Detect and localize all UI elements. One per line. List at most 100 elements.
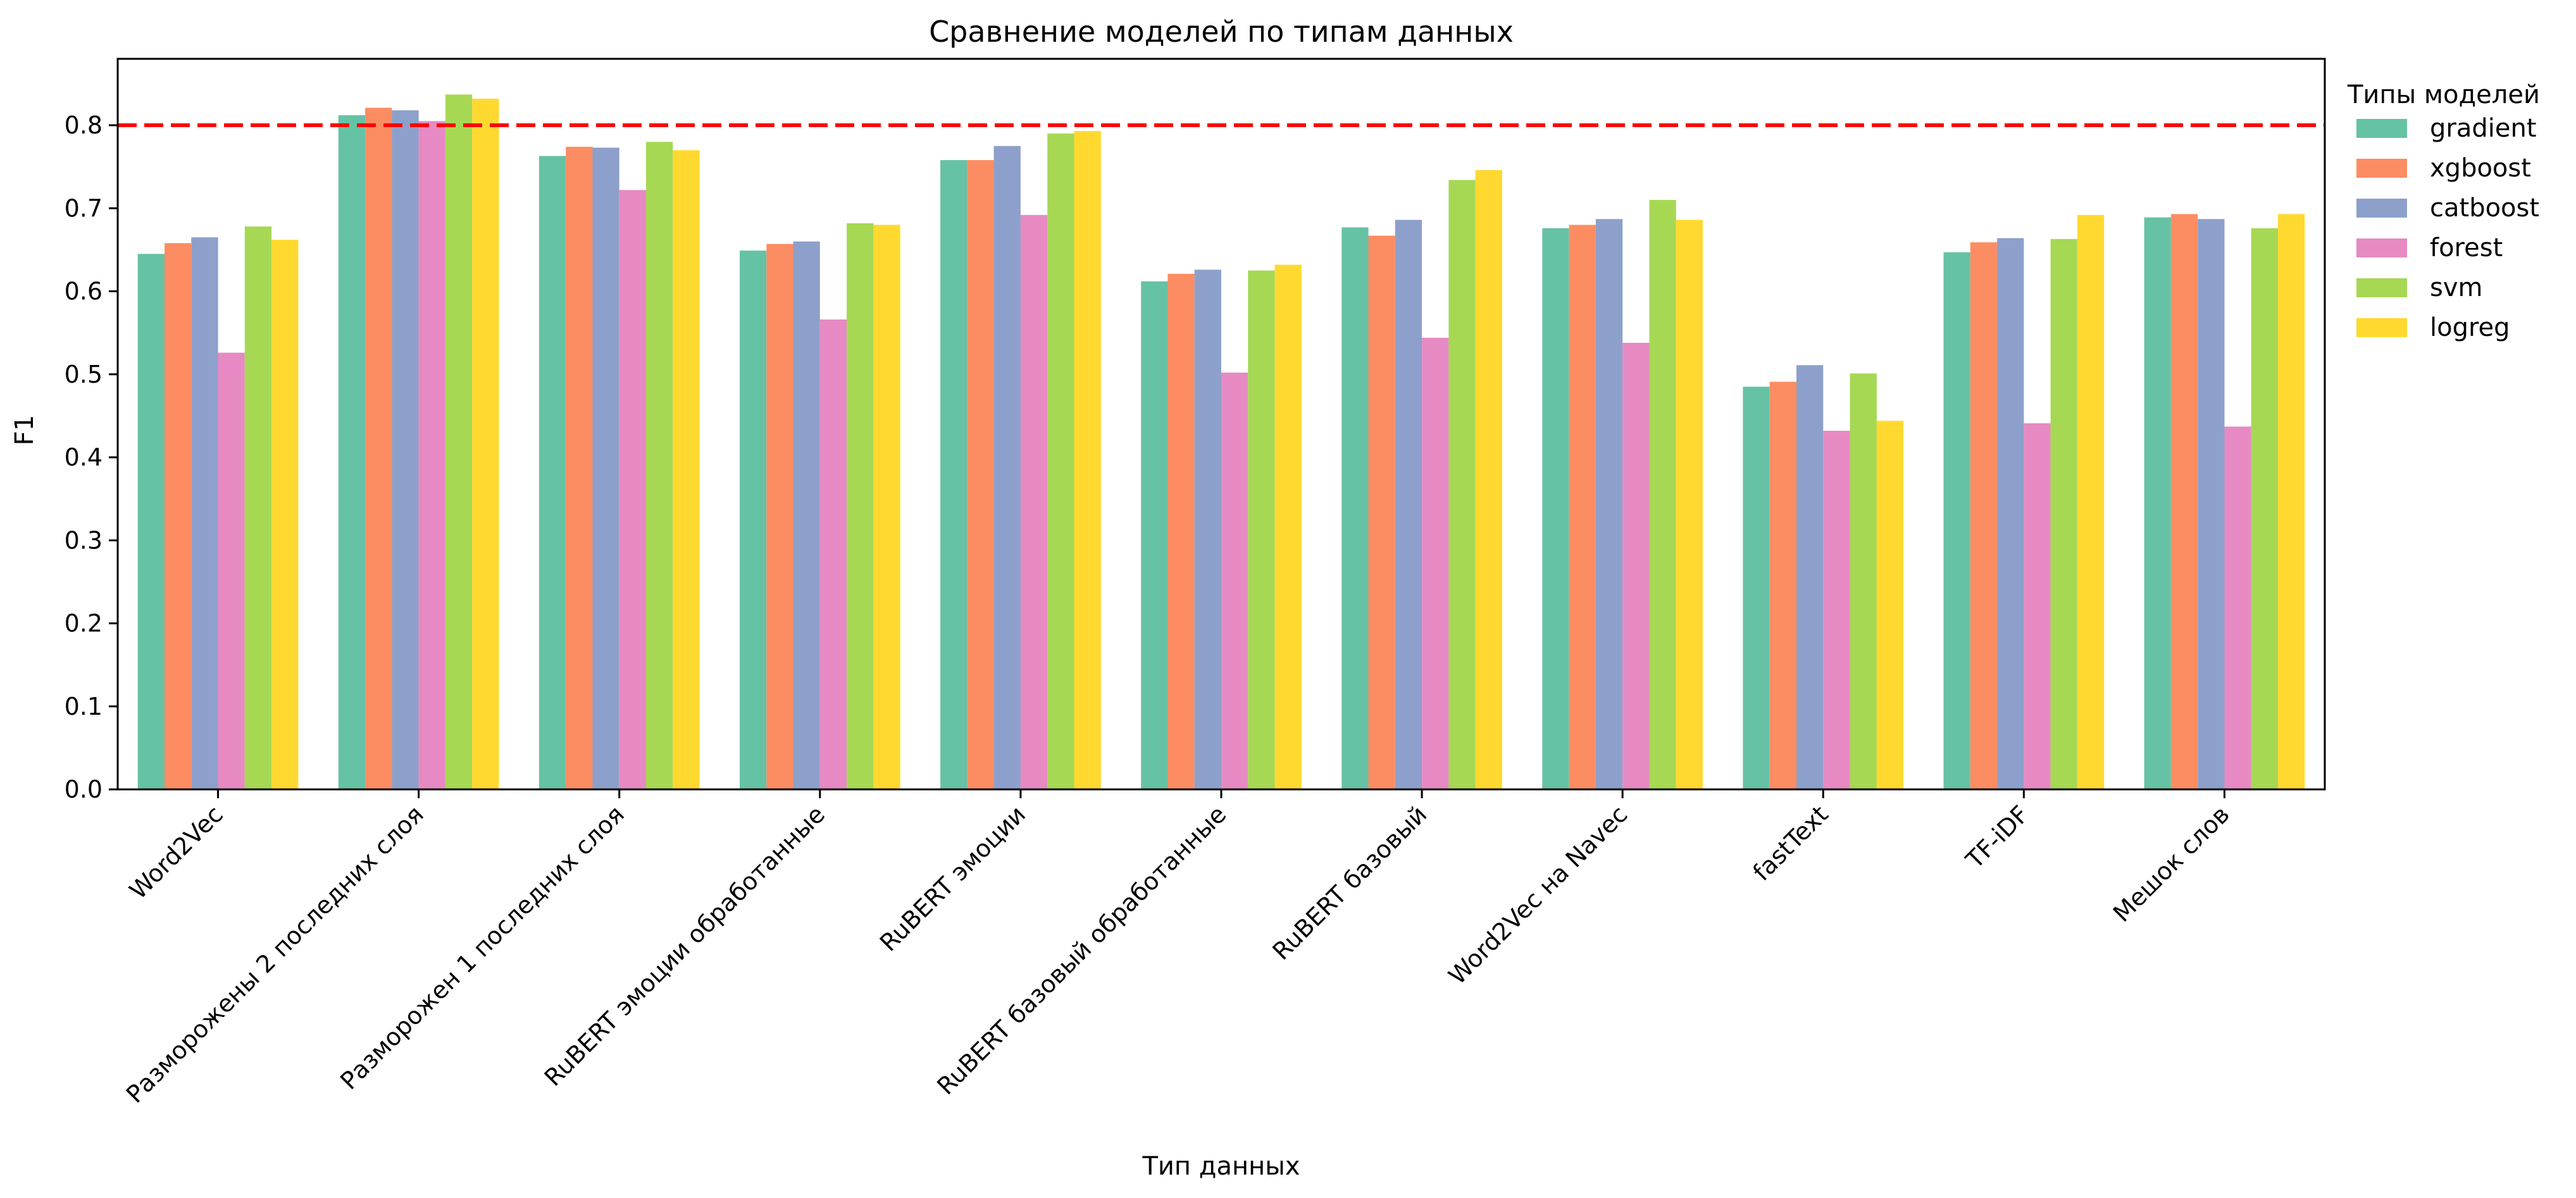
- bar-svm-4: [1047, 133, 1074, 790]
- bar-xgboost-2: [566, 147, 593, 790]
- legend-label-forest: forest: [2430, 233, 2503, 262]
- bar-catboost-2: [592, 147, 619, 789]
- bar-gradient-3: [740, 250, 767, 789]
- bar-catboost-1: [392, 110, 419, 789]
- legend-items: gradient xgboost catboost forest svm logreg: [2356, 114, 2539, 342]
- bar-gradient-1: [338, 115, 366, 790]
- bar-forest-0: [218, 352, 245, 789]
- bar-svm-0: [244, 226, 272, 790]
- bar-catboost-5: [1194, 269, 1221, 789]
- legend-label-gradient: gradient: [2430, 114, 2537, 143]
- y-tick-label: 0.7: [65, 194, 103, 222]
- bar-logreg-4: [1074, 131, 1101, 790]
- bars-group: [137, 94, 2305, 790]
- x-tick-label: RuBERT базовый: [1267, 800, 1432, 965]
- x-tick-label: TF-iDF: [1960, 800, 2034, 874]
- bar-logreg-5: [1274, 264, 1302, 789]
- legend-label-xgboost: xgboost: [2430, 154, 2531, 183]
- legend-swatch-svm: [2356, 278, 2407, 297]
- legend-swatch-gradient: [2356, 119, 2407, 138]
- legend-swatch-forest: [2356, 238, 2407, 257]
- bar-xgboost-6: [1368, 235, 1395, 790]
- x-tick-label: RuBERT эмоции: [874, 800, 1031, 956]
- x-tick-label: Мешок слов: [2108, 800, 2235, 927]
- y-axis-label: F1: [10, 415, 39, 445]
- bar-catboost-0: [191, 237, 218, 789]
- bar-svm-6: [1448, 180, 1476, 790]
- bar-xgboost-4: [967, 160, 994, 790]
- bar-forest-7: [1622, 342, 1650, 789]
- bar-logreg-9: [2077, 214, 2105, 789]
- y-axis: 0.0 0.1 0.2 0.3 0.4 0.5 0.6 0.7 0.8: [65, 111, 118, 803]
- bar-forest-10: [2224, 426, 2251, 789]
- bar-logreg-8: [1876, 421, 1904, 790]
- bar-xgboost-5: [1167, 273, 1195, 789]
- bar-xgboost-10: [2170, 214, 2198, 789]
- bar-forest-5: [1221, 373, 1248, 789]
- bar-svm-3: [847, 223, 874, 789]
- bar-svm-2: [646, 142, 673, 790]
- bar-logreg-3: [873, 225, 900, 789]
- y-tick-label: 0.3: [65, 526, 103, 554]
- bar-xgboost-8: [1769, 381, 1796, 789]
- x-tick-label: Word2Vec на Navec: [1443, 800, 1633, 990]
- bar-svm-10: [2251, 228, 2278, 790]
- bar-forest-2: [619, 190, 646, 789]
- y-tick-label: 0.6: [65, 278, 103, 306]
- bar-catboost-4: [993, 145, 1021, 790]
- bar-svm-8: [1850, 373, 1877, 789]
- x-tick-label: fastText: [1748, 800, 1834, 886]
- bar-forest-3: [819, 319, 847, 790]
- bar-svm-5: [1248, 270, 1275, 789]
- bar-catboost-7: [1595, 219, 1623, 789]
- bar-logreg-7: [1676, 219, 1703, 790]
- bar-gradient-10: [2144, 217, 2171, 789]
- bar-logreg-6: [1475, 170, 1502, 789]
- bar-gradient-2: [538, 156, 566, 790]
- y-tick-label: 0.0: [65, 775, 103, 803]
- legend-label-svm: svm: [2430, 273, 2482, 302]
- bar-logreg-2: [673, 150, 700, 789]
- y-tick-label: 0.5: [65, 361, 103, 388]
- bar-xgboost-7: [1569, 225, 1596, 789]
- bar-gradient-7: [1542, 228, 1569, 790]
- chart-title: Сравнение моделей по типам данных: [929, 15, 1514, 49]
- x-tick-label: Word2Vec: [124, 800, 228, 905]
- bar-catboost-3: [793, 241, 820, 790]
- legend-swatch-xgboost: [2356, 159, 2407, 178]
- bar-gradient-4: [940, 160, 968, 790]
- legend-label-logreg: logreg: [2430, 313, 2510, 342]
- bar-gradient-5: [1141, 281, 1168, 790]
- legend-label-catboost: catboost: [2430, 194, 2539, 223]
- legend: Типы моделей gradient xgboost catboost fore…: [2347, 80, 2540, 342]
- bar-svm-1: [445, 94, 473, 789]
- bar-logreg-1: [472, 99, 499, 789]
- bar-gradient-9: [1943, 252, 1970, 789]
- legend-title: Типы моделей: [2347, 80, 2540, 109]
- bar-catboost-10: [2198, 219, 2225, 789]
- bar-forest-1: [418, 121, 445, 789]
- legend-swatch-logreg: [2356, 318, 2407, 337]
- bar-catboost-9: [1997, 238, 2024, 789]
- y-tick-label: 0.8: [65, 111, 103, 139]
- bar-logreg-0: [271, 240, 299, 790]
- bar-xgboost-1: [365, 108, 392, 789]
- bar-gradient-0: [137, 254, 165, 789]
- bar-forest-8: [1823, 431, 1850, 789]
- bar-xgboost-3: [766, 244, 793, 789]
- bar-forest-6: [1422, 338, 1449, 789]
- bar-logreg-10: [2278, 214, 2305, 789]
- y-tick-label: 0.4: [65, 443, 103, 471]
- bar-gradient-8: [1743, 386, 1770, 789]
- bar-svm-7: [1649, 200, 1676, 790]
- bar-catboost-8: [1796, 365, 1824, 789]
- bar-xgboost-0: [165, 243, 192, 789]
- bar-xgboost-9: [1970, 242, 1998, 790]
- bar-svm-9: [2050, 238, 2077, 789]
- y-tick-label: 0.2: [65, 610, 103, 638]
- bar-forest-9: [2024, 423, 2051, 789]
- bar-catboost-6: [1395, 219, 1422, 790]
- y-tick-label: 0.1: [65, 693, 103, 720]
